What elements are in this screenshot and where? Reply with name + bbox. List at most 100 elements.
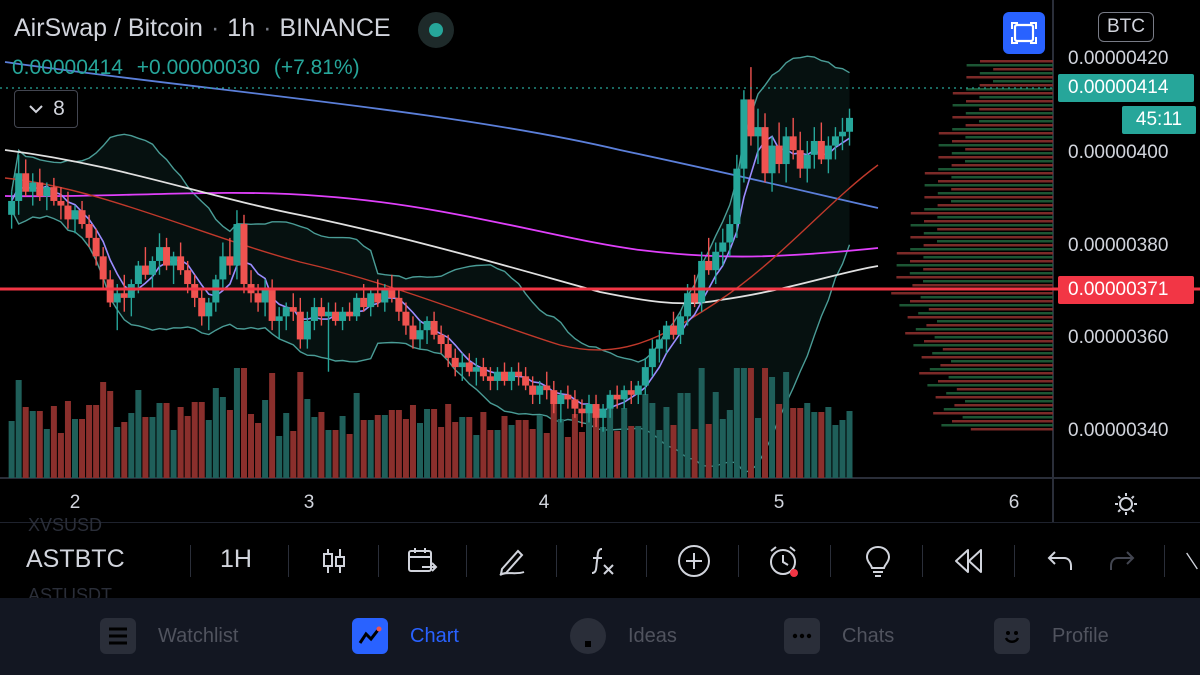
candle-body [332, 311, 340, 321]
candle-body [71, 210, 79, 220]
volume-profile-bar [979, 84, 1053, 87]
candle-body [15, 173, 23, 201]
volume-profile-bar [919, 372, 1053, 375]
lightbulb-icon[interactable] [860, 543, 896, 579]
candle-body [782, 136, 790, 165]
volume-bar [649, 403, 656, 478]
candle-body [677, 316, 685, 335]
toolbar-divider [922, 545, 923, 577]
candle-body [339, 311, 347, 321]
volume-bar [388, 410, 395, 478]
horizontal-line-price-tag[interactable]: 0.00000371 [1058, 276, 1194, 304]
fullscreen-button[interactable] [1003, 12, 1045, 54]
volume-bar [402, 419, 409, 478]
volume-profile-bar [952, 420, 1053, 423]
gear-icon[interactable] [1112, 490, 1140, 518]
candle-body [296, 311, 304, 340]
volume-bar [353, 393, 360, 478]
volume-bar [276, 436, 283, 478]
candle-body [712, 251, 720, 271]
price-chart[interactable] [0, 0, 1200, 522]
volume-profile-bar [915, 328, 1053, 331]
volume-bar [543, 433, 550, 478]
candle-body [360, 297, 368, 308]
redo-icon[interactable] [1104, 543, 1140, 579]
candle-body [113, 293, 121, 303]
price-change-percent: (+7.81%) [273, 56, 360, 79]
volume-profile-bar [993, 68, 1053, 71]
volume-bar [107, 391, 114, 478]
candles-icon[interactable] [316, 543, 352, 579]
candle-body [740, 99, 748, 169]
volume-bar [262, 400, 269, 478]
volume-bar [825, 407, 832, 478]
volume-bar [811, 412, 818, 478]
interval-select-button[interactable]: 1H [220, 545, 252, 573]
volume-profile-bar [909, 272, 1053, 275]
indicators-toggle-button[interactable]: 8 [14, 90, 78, 128]
symbol-header[interactable]: AirSwap / Bitcoin · 1h · BINANCE [14, 14, 391, 43]
candle-body [233, 224, 241, 266]
ruler-icon[interactable] [1180, 543, 1200, 579]
volume-bar [86, 405, 93, 478]
volume-profile-bar [910, 236, 1053, 239]
candle-body [127, 284, 135, 298]
nav-watchlist[interactable]: Watchlist [100, 618, 238, 654]
volume-profile-bar [910, 212, 1053, 215]
volume-bar [149, 417, 156, 478]
volume-bar [691, 429, 698, 478]
indicators-count: 8 [53, 97, 65, 120]
nav-chart[interactable]: Chart [352, 618, 459, 654]
nav-ideas[interactable]: Ideas [570, 618, 677, 654]
time-axis-label: 4 [538, 492, 550, 513]
volume-profile-bar [952, 92, 1053, 95]
volume-bar [733, 368, 740, 478]
undo-icon[interactable] [1042, 543, 1078, 579]
volume-profile-bar [926, 324, 1053, 327]
price-axis-label: 0.00000380 [1068, 235, 1169, 256]
volume-bar [719, 419, 726, 478]
candle-body [620, 390, 628, 400]
volume-bar [628, 426, 635, 478]
volume-profile-bar [891, 292, 1053, 295]
volume-profile-bar [951, 200, 1053, 203]
volume-bar [72, 419, 78, 478]
alarm-clock-icon[interactable] [766, 543, 802, 579]
candle-body [648, 348, 656, 368]
volume-bar [684, 393, 691, 478]
volume-bar [621, 408, 628, 478]
volume-bar [839, 420, 846, 478]
plus-circle-icon[interactable] [676, 543, 712, 579]
nav-profile[interactable]: Profile [994, 618, 1109, 654]
volume-bar [480, 412, 487, 478]
volume-profile-bar [966, 76, 1053, 79]
candle-body [50, 187, 58, 201]
replay-rewind-icon[interactable] [950, 543, 986, 579]
symbol-select-button[interactable]: ASTBTC [26, 545, 125, 573]
volume-profile-bar [937, 216, 1053, 219]
volume-profile-bar [965, 160, 1053, 163]
volume-bar [754, 418, 761, 478]
draw-pen-icon[interactable] [494, 543, 530, 579]
candle-body [550, 390, 558, 405]
candle-body [444, 344, 452, 358]
volume-bar [325, 430, 332, 478]
volume-bar [529, 429, 536, 478]
nav-chats[interactable]: Chats [784, 618, 894, 654]
volume-profile-bar [952, 128, 1053, 131]
chart-area[interactable]: AirSwap / Bitcoin · 1h · BINANCE 0.00000… [0, 0, 1200, 522]
volume-profile-bar [993, 80, 1053, 83]
candle-body [36, 182, 44, 197]
volume-bar [705, 424, 712, 478]
candle-body [768, 145, 776, 174]
candle-body [733, 168, 741, 225]
candle-body [92, 237, 100, 257]
volume-bar [677, 393, 684, 478]
volume-bar [219, 397, 226, 478]
exchange-label: BINANCE [279, 14, 391, 42]
currency-badge[interactable]: BTC [1098, 12, 1154, 42]
indicators-fx-icon[interactable] [584, 543, 620, 579]
volume-profile-bar [940, 364, 1053, 367]
calendar-range-icon[interactable] [404, 543, 440, 579]
volume-bar [36, 411, 43, 478]
